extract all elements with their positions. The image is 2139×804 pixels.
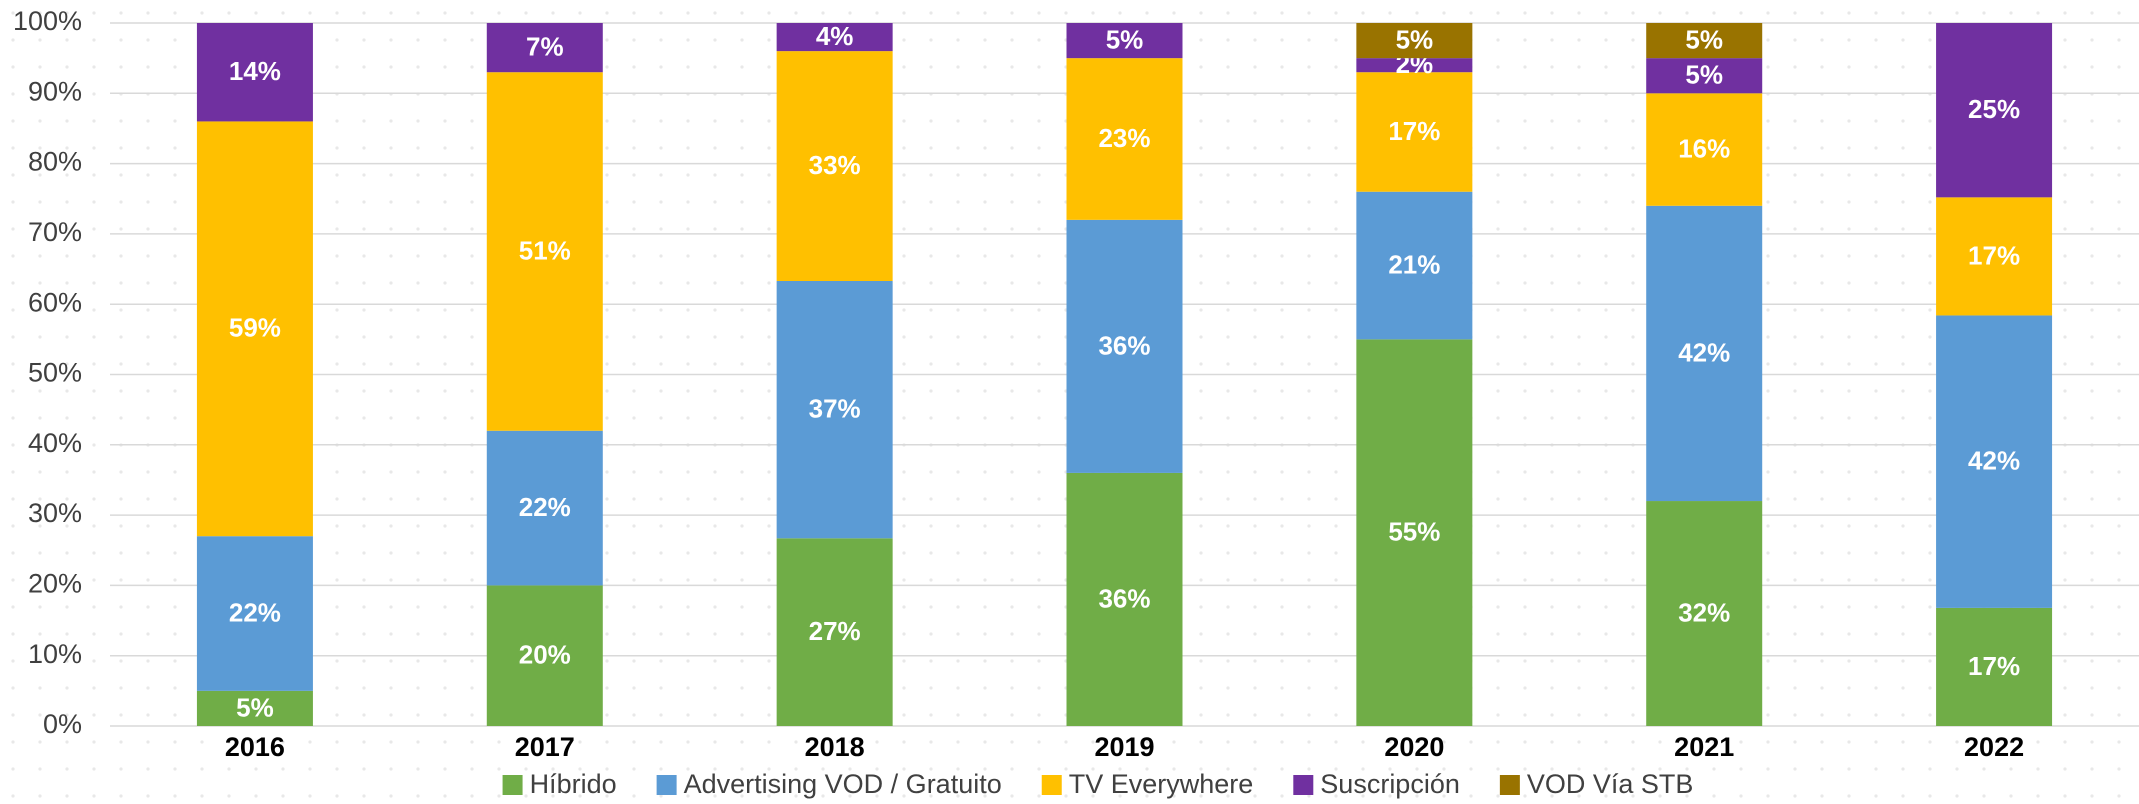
data-label: 5% bbox=[1685, 60, 1723, 90]
data-label: 5% bbox=[1685, 24, 1723, 54]
bar-segment bbox=[1066, 23, 1183, 59]
legend-label: Suscripción bbox=[1320, 769, 1460, 799]
bar-segment bbox=[1356, 339, 1473, 726]
x-tick-label: 2018 bbox=[805, 732, 865, 762]
bar-segment bbox=[1936, 197, 2053, 316]
legend-label: Híbrido bbox=[530, 769, 617, 799]
data-label: 23% bbox=[1098, 123, 1150, 153]
y-tick-label: 30% bbox=[28, 498, 82, 528]
data-label: 5% bbox=[236, 692, 274, 722]
x-tick-label: 2016 bbox=[225, 732, 285, 762]
data-label: 27% bbox=[809, 616, 861, 646]
y-tick-label: 0% bbox=[43, 709, 82, 739]
data-label: 36% bbox=[1098, 330, 1150, 360]
bar-segment bbox=[1646, 205, 1763, 502]
data-label: 17% bbox=[1968, 651, 2020, 681]
legend-swatch bbox=[502, 775, 523, 795]
data-label: 59% bbox=[229, 313, 281, 343]
bar-segment bbox=[486, 72, 603, 431]
data-label: 36% bbox=[1098, 583, 1150, 613]
bar-segment bbox=[1356, 23, 1473, 59]
bar-segment bbox=[1646, 501, 1763, 726]
y-tick-label: 40% bbox=[28, 428, 82, 458]
bar-segment bbox=[1066, 219, 1183, 473]
bar-segment bbox=[486, 430, 603, 586]
data-label: 55% bbox=[1388, 517, 1440, 547]
y-tick-label: 80% bbox=[28, 147, 82, 177]
data-label: 7% bbox=[526, 31, 564, 61]
data-label: 37% bbox=[809, 394, 861, 424]
bar-segment bbox=[776, 281, 893, 539]
x-tick-label: 2020 bbox=[1384, 732, 1444, 762]
data-label: 22% bbox=[229, 597, 281, 627]
bar-segment bbox=[1066, 472, 1183, 726]
legend-swatch bbox=[1293, 775, 1314, 795]
bar-segment bbox=[1066, 58, 1183, 220]
y-tick-label: 20% bbox=[28, 569, 82, 599]
data-label: 25% bbox=[1968, 94, 2020, 124]
bar-segment bbox=[1646, 58, 1763, 94]
data-label: 21% bbox=[1388, 249, 1440, 279]
y-tick-label: 70% bbox=[28, 217, 82, 247]
data-label: 17% bbox=[1388, 116, 1440, 146]
bar-segment bbox=[1936, 315, 2053, 608]
data-label: 22% bbox=[519, 492, 571, 522]
x-tick-label: 2017 bbox=[515, 732, 575, 762]
data-label: 42% bbox=[1968, 446, 2020, 476]
bar-segment bbox=[196, 690, 313, 726]
y-tick-label: 60% bbox=[28, 287, 82, 317]
data-label: 16% bbox=[1678, 133, 1730, 163]
bar-segment bbox=[1356, 58, 1473, 73]
legend-swatch bbox=[656, 775, 677, 795]
bar-segment bbox=[1646, 23, 1763, 59]
bar-segment bbox=[1646, 93, 1763, 206]
data-label: 33% bbox=[809, 150, 861, 180]
data-label: 4% bbox=[816, 21, 854, 51]
bar-segment bbox=[776, 538, 893, 726]
legend-swatch bbox=[1041, 775, 1062, 795]
bar-segment bbox=[486, 585, 603, 726]
data-label: 51% bbox=[519, 235, 571, 265]
bar-segment bbox=[776, 51, 893, 282]
x-tick-label: 2022 bbox=[1964, 732, 2024, 762]
bar-segment bbox=[1356, 72, 1473, 192]
data-label: 5% bbox=[1106, 24, 1144, 54]
bar-segment bbox=[776, 23, 893, 52]
bar-segment bbox=[196, 23, 313, 122]
data-label: 14% bbox=[229, 56, 281, 86]
data-label: 42% bbox=[1678, 337, 1730, 367]
bar-segment bbox=[1936, 607, 2053, 726]
bar-segment bbox=[486, 23, 603, 73]
x-tick-label: 2021 bbox=[1674, 732, 1734, 762]
legend-swatch bbox=[1499, 775, 1520, 795]
bar-segment bbox=[196, 121, 313, 537]
y-tick-label: 90% bbox=[28, 76, 82, 106]
y-tick-label: 50% bbox=[28, 358, 82, 388]
bar-segment bbox=[1356, 191, 1473, 340]
y-tick-label: 10% bbox=[28, 639, 82, 669]
legend-label: TV Everywhere bbox=[1069, 769, 1254, 799]
bar-segment bbox=[196, 536, 313, 691]
data-label: 20% bbox=[519, 640, 571, 670]
data-label: 5% bbox=[1396, 24, 1434, 54]
bar-segment bbox=[1936, 23, 2053, 198]
data-label: 32% bbox=[1678, 597, 1730, 627]
legend-label: Advertising VOD / Gratuito bbox=[684, 769, 1002, 799]
y-tick-label: 100% bbox=[13, 6, 82, 36]
legend-label: VOD Vía STB bbox=[1527, 769, 1694, 799]
data-label: 17% bbox=[1968, 240, 2020, 270]
x-tick-label: 2019 bbox=[1094, 732, 1154, 762]
